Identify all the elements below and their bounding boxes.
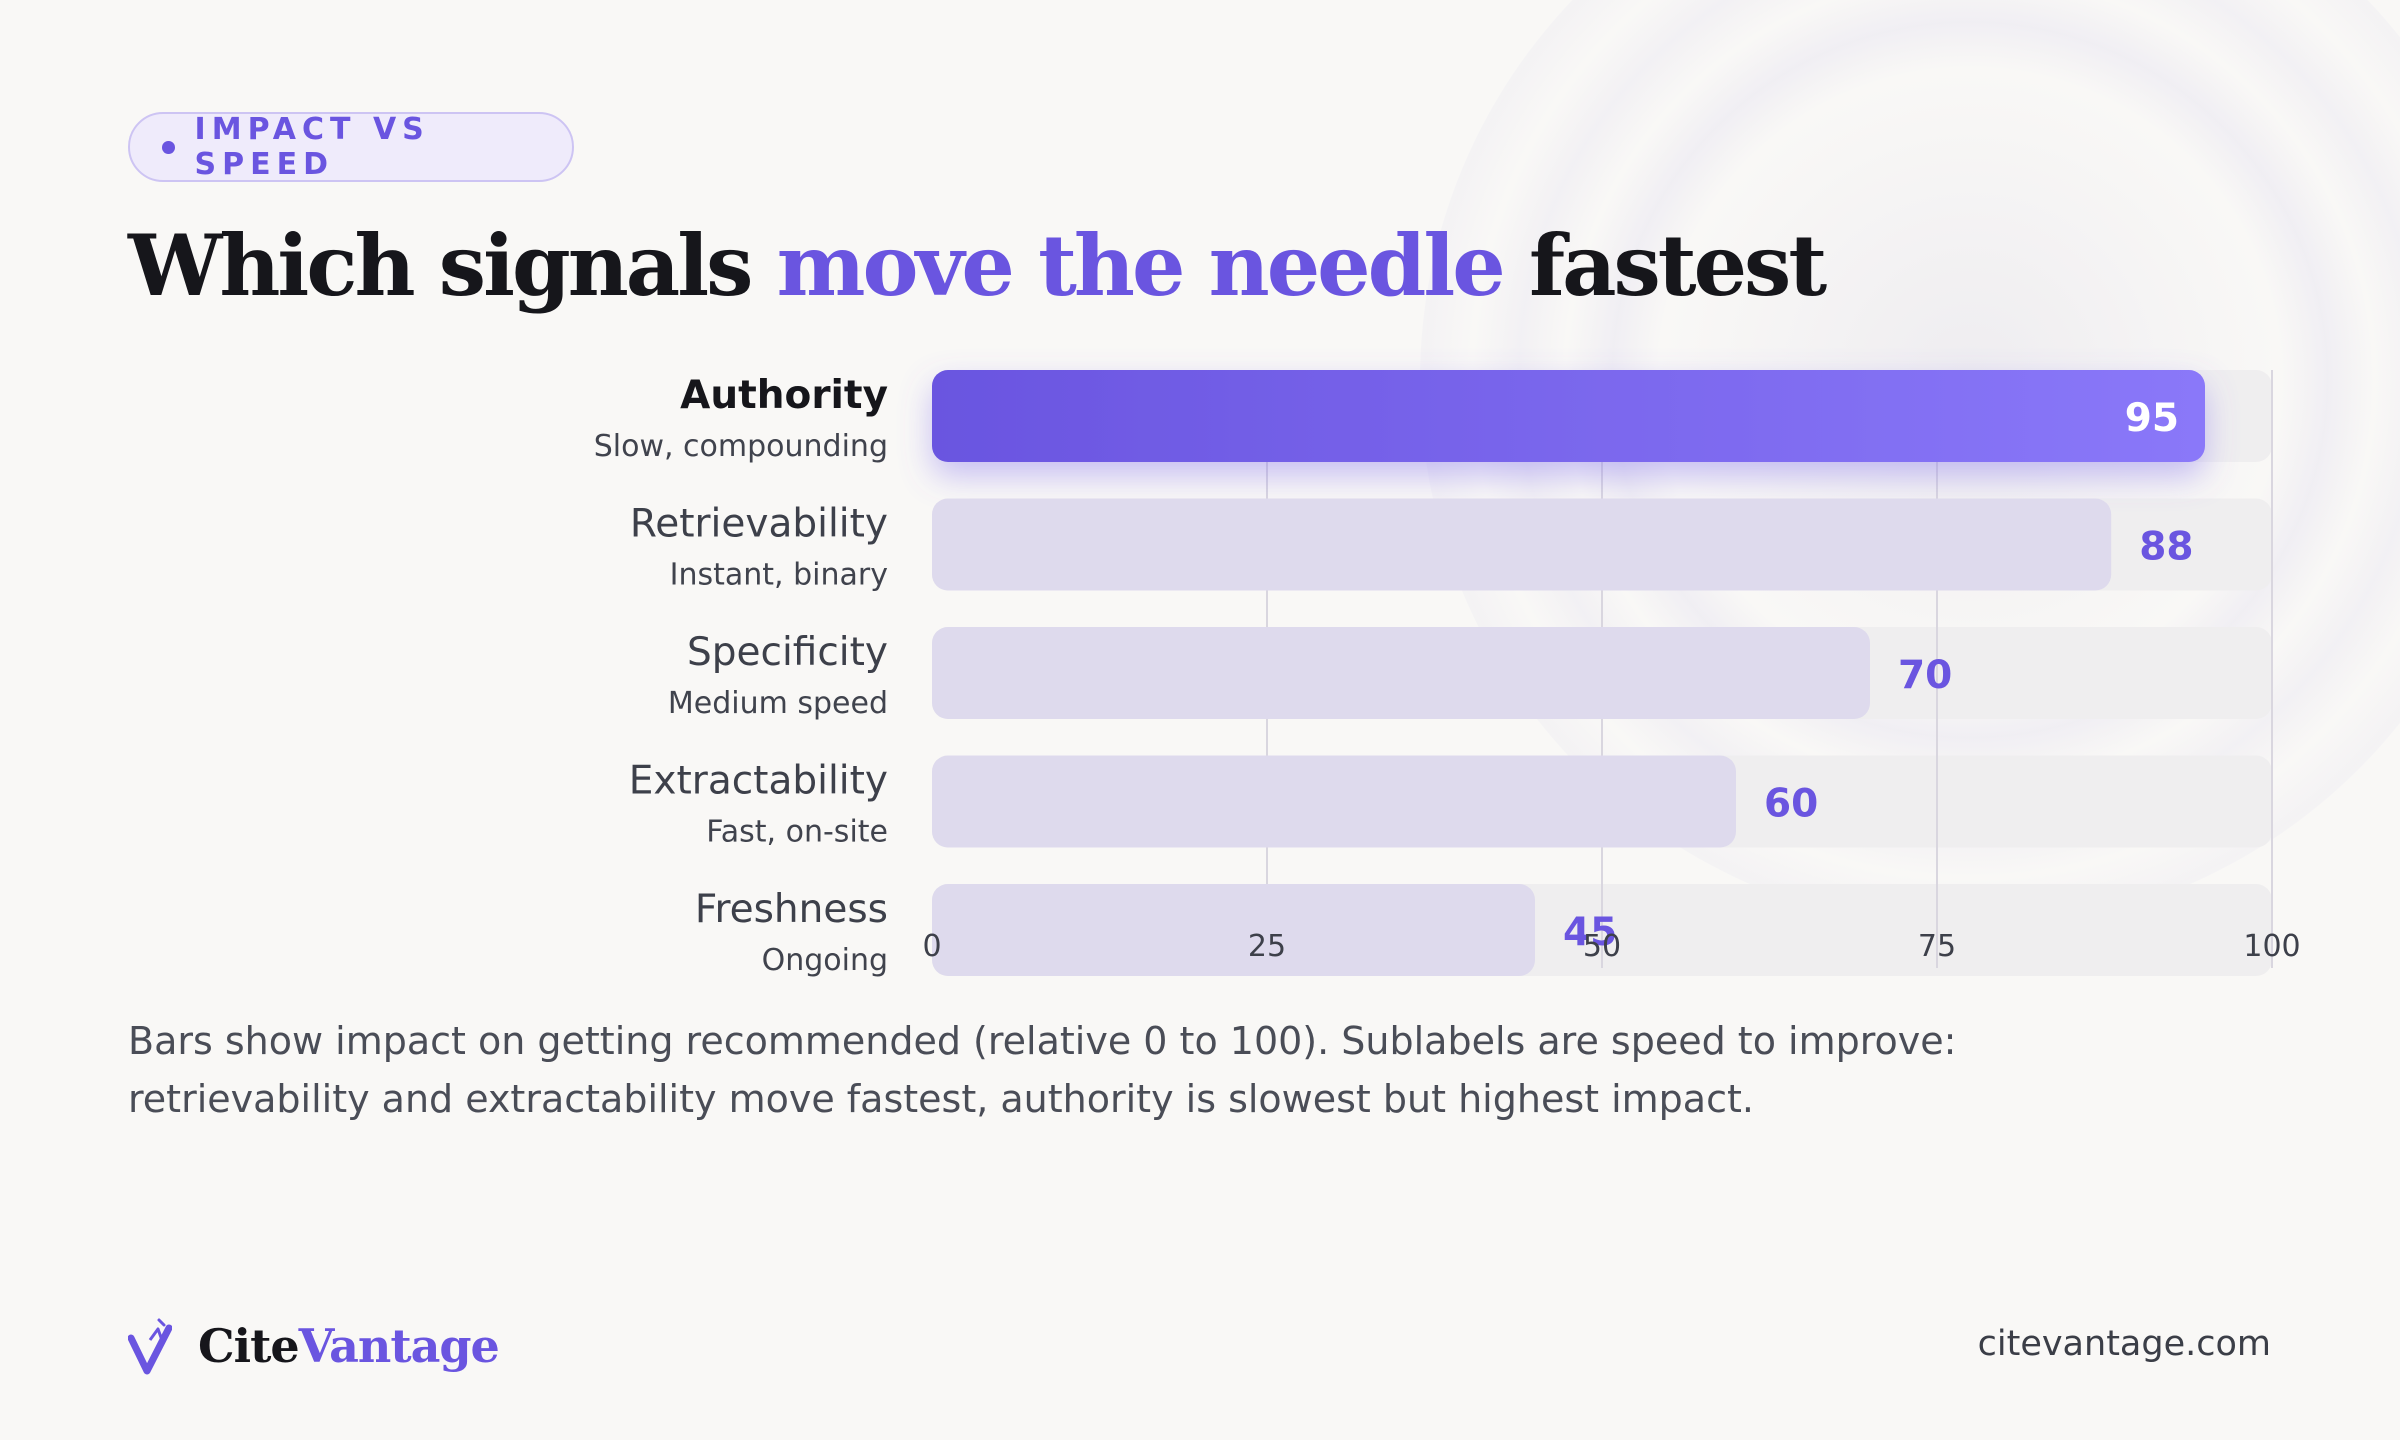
caption-line-2: retrievability and extractability move f…: [128, 1077, 1754, 1121]
title-prefix: Which signals: [128, 216, 753, 315]
brand-logo: CiteVantage: [128, 1316, 500, 1376]
bar-value-label: 60: [1764, 782, 1818, 827]
category-sublabel: Instant, binary: [670, 558, 888, 593]
bar-retrievability: [932, 498, 2112, 591]
bar-authority: [932, 370, 2205, 462]
x-tick-label: 0: [922, 929, 941, 964]
category-label: Retrievability: [630, 502, 888, 547]
page-title: Which signals move the needle fastest: [128, 216, 1827, 315]
eyebrow-label: IMPACT VS SPEED: [194, 112, 430, 182]
bar-value-label: 70: [1898, 653, 1952, 698]
brand-name: CiteVantage: [198, 1319, 500, 1373]
category-label: Authority: [680, 373, 888, 418]
x-tick-label: 25: [1248, 929, 1286, 964]
bar-value-label: 45: [1563, 910, 1617, 955]
category-sublabel: Medium speed: [668, 686, 888, 721]
eyebrow-pill: IMPACT VS SPEED: [128, 112, 574, 182]
bar-extractability: [932, 755, 1736, 848]
x-tick-label: 50: [1583, 929, 1621, 964]
category-sublabel: Slow, compounding: [594, 429, 888, 464]
eyebrow-dot: [162, 140, 175, 154]
category-sublabel: Fast, on-site: [706, 815, 888, 850]
bar-freshness: [932, 884, 1535, 976]
category-sublabel: Ongoing: [762, 943, 888, 978]
bar-value-label: 88: [2139, 525, 2193, 570]
chart-caption: Bars show impact on getting recommended …: [128, 1012, 2028, 1128]
category-label: Specificity: [687, 630, 888, 675]
title-highlight: move the needle: [776, 216, 1506, 315]
brand-name-part1: Cite: [198, 1319, 300, 1373]
title-suffix: fastest: [1528, 216, 1827, 315]
x-tick-label: 75: [1918, 929, 1956, 964]
caption-line-1: Bars show impact on getting recommended …: [128, 1019, 1957, 1063]
category-label: Freshness: [695, 887, 888, 932]
category-label: Extractability: [629, 759, 888, 804]
bar-value-label: 95: [2125, 396, 2179, 441]
brand-name-part2: Vantage: [298, 1319, 500, 1373]
bar-specificity: [932, 627, 1870, 719]
site-url: citevantage.com: [1977, 1324, 2271, 1364]
check-v-icon: [128, 1318, 172, 1375]
x-tick-label: 100: [2243, 929, 2300, 964]
